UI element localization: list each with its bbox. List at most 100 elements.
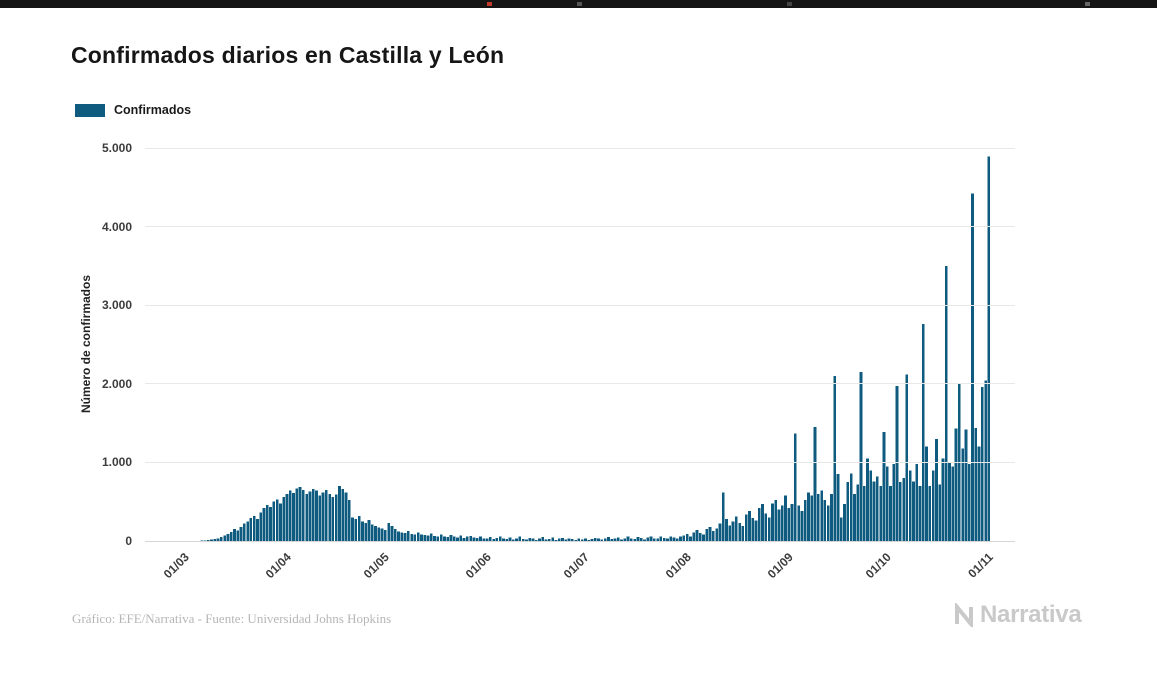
x-tick-label: 01/06: [462, 550, 494, 582]
plot-area: [145, 147, 1015, 542]
bar: [590, 539, 594, 541]
bar: [279, 503, 282, 541]
bar: [646, 537, 650, 541]
bar: [259, 512, 263, 541]
bar: [826, 505, 830, 541]
bar: [816, 493, 820, 541]
bar: [718, 523, 722, 541]
bar: [361, 521, 364, 541]
bar: [630, 538, 633, 541]
bar: [603, 538, 607, 541]
bar: [866, 458, 869, 541]
bar: [439, 534, 443, 541]
bar: [849, 473, 853, 541]
bar: [557, 538, 561, 541]
bar: [311, 489, 315, 541]
y-tick-label: 0: [125, 534, 132, 548]
bar: [902, 478, 905, 541]
bar: [593, 537, 597, 541]
bar: [662, 537, 666, 541]
bar: [784, 495, 787, 541]
bar: [443, 536, 446, 541]
bar: [321, 492, 325, 541]
gridline: [145, 226, 1015, 228]
bar: [525, 539, 528, 541]
bar: [521, 539, 525, 541]
gridline: [145, 461, 1015, 463]
bar: [656, 538, 659, 541]
bar: [626, 536, 630, 541]
bar: [495, 537, 499, 541]
bar: [698, 533, 702, 541]
bar: [387, 522, 390, 541]
bar: [324, 489, 328, 541]
y-axis-title: Número de confirmados: [79, 274, 93, 414]
chart-title: Confirmados diarios en Castilla y León: [71, 42, 505, 68]
bar: [708, 526, 712, 541]
gridline: [145, 147, 1015, 149]
bar: [748, 511, 751, 541]
bar: [347, 500, 351, 541]
bar: [597, 538, 600, 541]
x-tick-label: 01/09: [764, 550, 796, 582]
bar: [384, 530, 387, 541]
top-strip: [0, 0, 1157, 8]
bar: [413, 534, 417, 541]
bar: [272, 501, 276, 541]
bar: [741, 526, 745, 541]
bar: [918, 485, 922, 541]
bar: [485, 538, 489, 541]
bar: [410, 533, 413, 541]
bar: [344, 492, 348, 541]
bar: [433, 535, 436, 541]
bar: [810, 495, 814, 541]
bar: [210, 539, 213, 541]
bar: [882, 431, 886, 541]
bar: [357, 515, 361, 541]
bar: [567, 538, 571, 541]
bar: [639, 537, 643, 541]
bar: [429, 533, 433, 541]
x-tick-label: 01/08: [662, 550, 694, 582]
bar: [397, 531, 400, 541]
bar: [528, 537, 532, 541]
bar: [774, 500, 778, 541]
bar: [600, 539, 604, 541]
bar: [885, 466, 889, 541]
bar: [400, 532, 404, 541]
bar: [820, 490, 823, 541]
legend-swatch: [75, 103, 105, 117]
bar: [213, 539, 217, 541]
bar: [738, 522, 741, 541]
bar: [876, 476, 879, 541]
bar: [328, 493, 331, 541]
narrativa-logo-text: Narrativa: [980, 601, 1082, 628]
bar: [941, 458, 945, 541]
bar: [731, 521, 735, 541]
bar: [420, 534, 423, 541]
bar: [492, 539, 495, 541]
bar: [948, 462, 951, 541]
bar: [508, 537, 512, 541]
bar: [229, 531, 233, 541]
bar: [364, 522, 368, 541]
bar: [889, 485, 892, 541]
narrativa-n-icon: [955, 603, 973, 627]
bar: [338, 485, 341, 541]
y-tick-label: 5.000: [101, 141, 132, 155]
x-tick-label: 01/04: [262, 550, 294, 582]
bar: [488, 537, 492, 541]
bar: [915, 463, 919, 541]
bar: [836, 474, 840, 541]
bar: [416, 532, 420, 541]
bar: [620, 539, 623, 541]
bar: [754, 520, 758, 541]
y-tick-label: 1.000: [101, 455, 132, 470]
bar: [623, 538, 627, 541]
bar: [928, 485, 932, 541]
bar: [734, 516, 738, 541]
bar: [256, 518, 259, 541]
bar: [446, 537, 450, 541]
bar: [846, 482, 850, 541]
bar: [367, 519, 371, 541]
